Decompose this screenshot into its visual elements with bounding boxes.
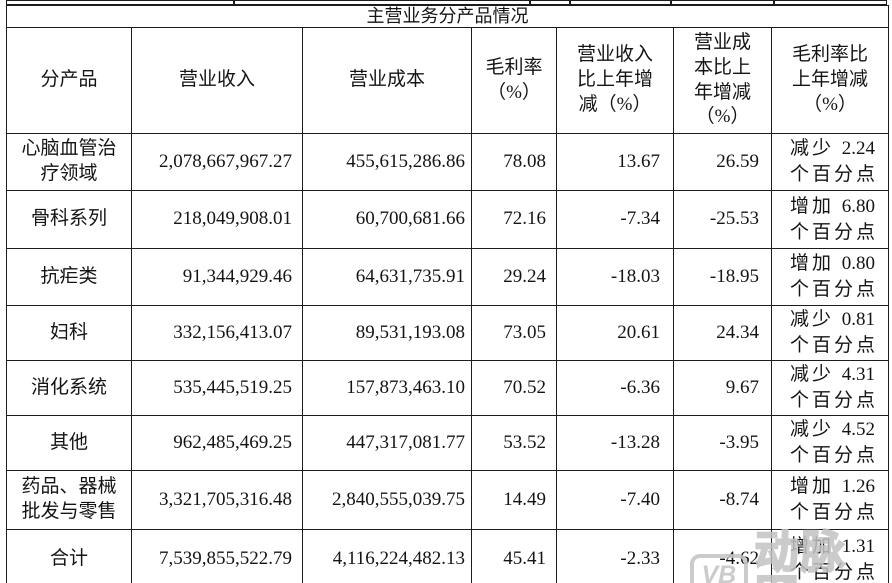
cell-cost: 2,840,555,039.75 <box>302 470 472 530</box>
grid-line <box>529 1 531 4</box>
header-product: 分产品 <box>6 27 132 134</box>
table-row: 妇科 332,156,413.07 89,531,193.08 73.05 20.61 2… <box>6 305 890 361</box>
cell-cost-yoy: -25.53 <box>673 190 772 249</box>
previous-table-row-remnant <box>6 0 887 5</box>
cell-revenue-yoy: -6.36 <box>556 360 674 416</box>
cell-gross-margin: 72.16 <box>471 190 557 249</box>
table-row: 药品、器械批发与零售 3,321,705,316.48 2,840,555,039.… <box>6 470 890 530</box>
table-body: 心脑血管治疗领域 2,078,667,967.27 455,615,286.86 78… <box>6 133 890 583</box>
cell-margin-yoy: 增加 6.80 个百分点 <box>770 190 890 249</box>
cell-margin-yoy: 减少 4.52 个百分点 <box>770 415 890 471</box>
cell-margin-yoy: 减少 0.81 个百分点 <box>770 305 890 361</box>
table-row: 消化系统 535,445,519.25 157,873,463.10 70.52 -6.… <box>6 360 890 416</box>
table-header-row: 分产品 营业收入 营业成本 毛利率（%） 营业收入比上年增减（%） 营业成本比上… <box>6 27 890 134</box>
table-row: 骨科系列 218,049,908.01 60,700,681.66 72.16 -7.3… <box>6 190 890 249</box>
header-cost-yoy: 营业成本比上年增减（%） <box>673 27 772 134</box>
cell-gross-margin: 78.08 <box>471 133 557 191</box>
cell-revenue: 3,321,705,316.48 <box>131 470 303 530</box>
cell-revenue-yoy: -2.33 <box>556 529 674 583</box>
header-margin-yoy: 毛利率比上年增减（%） <box>770 27 890 134</box>
header-revenue: 营业收入 <box>131 27 303 134</box>
cell-cost-yoy: 26.59 <box>673 133 772 191</box>
cell-revenue: 91,344,929.46 <box>131 248 303 306</box>
cell-cost-yoy: -8.74 <box>673 470 772 530</box>
cell-product: 消化系统 <box>6 360 132 416</box>
cell-gross-margin: 70.52 <box>471 360 557 416</box>
cell-margin-yoy: 减少 4.31 个百分点 <box>770 360 890 416</box>
cell-revenue-yoy: 20.61 <box>556 305 674 361</box>
cell-cost-yoy: -4.62 <box>673 529 772 583</box>
cell-product: 心脑血管治疗领域 <box>6 133 132 191</box>
cell-revenue: 962,485,469.25 <box>131 415 303 471</box>
table-row: 合计 7,539,855,522.79 4,116,224,482.13 45.41-… <box>6 529 890 583</box>
cell-revenue-yoy: -18.03 <box>556 248 674 306</box>
cell-cost-yoy: 9.67 <box>673 360 772 416</box>
cell-cost: 64,631,735.91 <box>302 248 472 306</box>
cell-gross-margin: 29.24 <box>471 248 557 306</box>
cell-cost: 455,615,286.86 <box>302 133 472 191</box>
cell-revenue: 218,049,908.01 <box>131 190 303 249</box>
cell-revenue-yoy: -13.28 <box>556 415 674 471</box>
cell-cost: 60,700,681.66 <box>302 190 472 249</box>
cell-revenue-yoy: -7.40 <box>556 470 674 530</box>
cell-cost-yoy: -18.95 <box>673 248 772 306</box>
grid-line <box>773 1 775 4</box>
cell-product: 其他 <box>6 415 132 471</box>
cell-cost-yoy: 24.34 <box>673 305 772 361</box>
products-table: 主营业务分产品情况 分产品 营业收入 营业成本 毛利率（%） 营业收入比上年增减… <box>5 5 890 583</box>
cell-gross-margin: 45.41 <box>471 529 557 583</box>
cell-gross-margin: 53.52 <box>471 415 557 471</box>
cell-revenue: 7,539,855,522.79 <box>131 529 303 583</box>
cell-product: 合计 <box>6 529 132 583</box>
grid-line <box>569 1 571 4</box>
cell-revenue: 332,156,413.07 <box>131 305 303 361</box>
table-row: 其他 962,485,469.25 447,317,081.77 53.52 -13.2… <box>6 415 890 471</box>
cell-gross-margin: 73.05 <box>471 305 557 361</box>
cell-product: 骨科系列 <box>6 190 132 249</box>
cell-margin-yoy: 减少 2.24 个百分点 <box>770 133 890 191</box>
table-title: 主营业务分产品情况 <box>5 5 890 28</box>
cell-cost: 447,317,081.77 <box>302 415 472 471</box>
table-row: 抗疟类 91,344,929.46 64,631,735.91 29.24 -18.03… <box>6 248 890 306</box>
cell-product: 抗疟类 <box>6 248 132 306</box>
cell-revenue-yoy: -7.34 <box>556 190 674 249</box>
cell-cost: 157,873,463.10 <box>302 360 472 416</box>
cell-gross-margin: 14.49 <box>471 470 557 530</box>
cell-cost-yoy: -3.95 <box>673 415 772 471</box>
cell-revenue-yoy: 13.67 <box>556 133 674 191</box>
grid-line <box>233 1 235 4</box>
cell-cost: 4,116,224,482.13 <box>302 529 472 583</box>
grid-line <box>670 1 672 4</box>
table-title-row: 主营业务分产品情况 <box>5 5 890 28</box>
header-revenue-yoy: 营业收入比上年增减（%） <box>556 27 674 134</box>
cell-margin-yoy: 增加 1.26 个百分点 <box>770 470 890 530</box>
cell-margin-yoy: 增加 1.31 个百分点 <box>770 529 890 583</box>
header-cost: 营业成本 <box>302 27 472 134</box>
header-gross-margin: 毛利率（%） <box>471 27 557 134</box>
cell-revenue: 535,445,519.25 <box>131 360 303 416</box>
cell-product: 药品、器械批发与零售 <box>6 470 132 530</box>
cell-margin-yoy: 增加 0.80 个百分点 <box>770 248 890 306</box>
cell-cost: 89,531,193.08 <box>302 305 472 361</box>
cell-revenue: 2,078,667,967.27 <box>131 133 303 191</box>
cell-product: 妇科 <box>6 305 132 361</box>
table-row: 心脑血管治疗领域 2,078,667,967.27 455,615,286.86 78… <box>6 133 890 191</box>
